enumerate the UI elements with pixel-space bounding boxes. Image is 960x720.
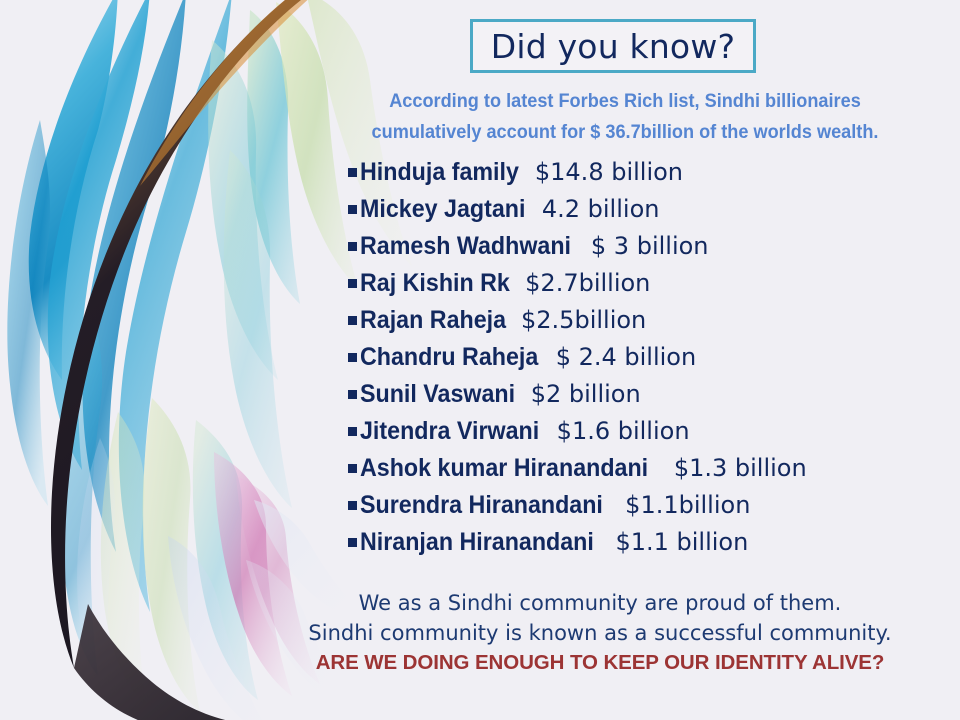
- square-bullet-icon: [348, 501, 357, 510]
- billionaire-list: Hinduja family $14.8 billion Mickey Jagt…: [348, 158, 948, 565]
- list-item: Hinduja family $14.8 billion: [348, 158, 948, 195]
- list-item: Rajan Raheja $2.5billion: [348, 306, 948, 343]
- square-bullet-icon: [348, 427, 357, 436]
- list-item: Sunil Vaswani $2 billion: [348, 380, 948, 417]
- person-name: Raj Kishin Rk: [360, 269, 510, 297]
- square-bullet-icon: [348, 242, 357, 251]
- person-name: Jitendra Virwani: [360, 417, 540, 445]
- square-bullet-icon: [348, 205, 357, 214]
- person-amount: $1.1 billion: [615, 528, 749, 556]
- person-name: Chandru Raheja: [360, 343, 539, 371]
- square-bullet-icon: [348, 464, 357, 473]
- person-name: Ramesh Wadhwani: [360, 232, 572, 260]
- title-box: Did you know?: [470, 19, 756, 73]
- list-item: Ramesh Wadhwani $ 3 billion: [348, 232, 948, 269]
- list-item: Mickey Jagtani 4.2 billion: [348, 195, 948, 232]
- list-item: Surendra Hiranandani $1.1billion: [348, 491, 948, 528]
- person-name: Mickey Jagtani: [360, 195, 526, 223]
- list-item: Raj Kishin Rk $2.7billion: [348, 269, 948, 306]
- subtitle-line-2: cumulatively account for $ 36.7billion o…: [371, 121, 879, 143]
- square-bullet-icon: [348, 353, 357, 362]
- person-amount: $1.3 billion: [673, 454, 807, 482]
- person-amount: $14.8 billion: [534, 158, 684, 186]
- person-name: Rajan Raheja: [360, 306, 507, 334]
- footer-line-1: We as a Sindhi community are proud of th…: [358, 591, 842, 615]
- list-item: Chandru Raheja $ 2.4 billion: [348, 343, 948, 380]
- list-item: Niranjan Hiranandani $1.1 billion: [348, 528, 948, 565]
- square-bullet-icon: [348, 390, 357, 399]
- person-amount: $1.1billion: [625, 491, 751, 519]
- square-bullet-icon: [348, 538, 357, 547]
- person-amount: $ 2.4 billion: [555, 343, 697, 371]
- square-bullet-icon: [348, 168, 357, 177]
- footer-callout: ARE WE DOING ENOUGH TO KEEP OUR IDENTITY…: [315, 651, 885, 674]
- subtitle-block: According to latest Forbes Rich list, Si…: [323, 86, 928, 148]
- person-amount: $1.6 billion: [556, 417, 690, 445]
- square-bullet-icon: [348, 316, 357, 325]
- page-title: Did you know?: [490, 26, 736, 66]
- person-amount: $ 3 billion: [590, 232, 709, 260]
- person-name: Surendra Hiranandani: [360, 491, 603, 519]
- person-name: Hinduja family: [360, 158, 519, 186]
- person-amount: 4.2 billion: [541, 195, 660, 223]
- person-name: Niranjan Hiranandani: [360, 528, 594, 556]
- square-bullet-icon: [348, 279, 357, 288]
- person-amount: $2 billion: [530, 380, 641, 408]
- list-item: Ashok kumar Hiranandani $1.3 billion: [348, 454, 948, 491]
- footer-line-2: Sindhi community is known as a successfu…: [308, 621, 892, 645]
- person-amount: $2.7billion: [525, 269, 651, 297]
- list-item: Jitendra Virwani $1.6 billion: [348, 417, 948, 454]
- person-name: Sunil Vaswani: [360, 380, 516, 408]
- footer-block: We as a Sindhi community are proud of th…: [250, 588, 950, 678]
- person-amount: $2.5billion: [521, 306, 647, 334]
- subtitle-line-1: According to latest Forbes Rich list, Si…: [389, 90, 861, 112]
- person-name: Ashok kumar Hiranandani: [360, 454, 649, 482]
